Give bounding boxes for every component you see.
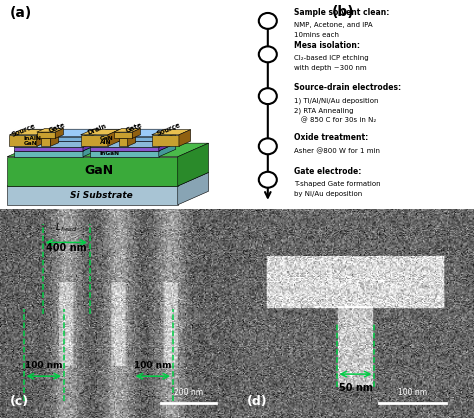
Polygon shape	[7, 143, 209, 157]
Polygon shape	[178, 143, 209, 186]
Text: $L_{head}$: $L_{head}$	[55, 222, 78, 234]
Polygon shape	[90, 151, 159, 157]
Polygon shape	[83, 143, 100, 157]
Text: InGaN: InGaN	[100, 151, 119, 156]
Text: Gate: Gate	[47, 121, 66, 134]
Polygon shape	[128, 135, 136, 146]
Polygon shape	[9, 130, 48, 135]
Polygon shape	[14, 140, 100, 147]
Circle shape	[259, 138, 277, 154]
Text: Asher @800 W for 1 min: Asher @800 W for 1 min	[294, 148, 380, 154]
Text: Si Substrate: Si Substrate	[70, 191, 133, 200]
Text: (d): (d)	[246, 395, 267, 408]
Text: Source-drain electrodes:: Source-drain electrodes:	[294, 83, 401, 92]
Text: T-shaped Gate formation: T-shaped Gate formation	[294, 181, 381, 187]
Text: Oxide treatment:: Oxide treatment:	[294, 133, 368, 142]
Polygon shape	[90, 147, 159, 151]
Circle shape	[259, 88, 277, 104]
Polygon shape	[179, 130, 191, 146]
Text: (a): (a)	[9, 6, 32, 20]
Text: Sample solvent clean:: Sample solvent clean:	[294, 8, 389, 17]
Polygon shape	[14, 147, 83, 151]
Polygon shape	[90, 129, 176, 137]
Text: Source: Source	[155, 122, 181, 137]
Polygon shape	[159, 129, 176, 141]
Polygon shape	[152, 130, 191, 135]
Polygon shape	[90, 140, 176, 147]
Polygon shape	[159, 143, 176, 157]
Text: Source: Source	[11, 123, 36, 138]
Polygon shape	[90, 141, 159, 147]
Text: 100 nm: 100 nm	[25, 361, 63, 370]
Polygon shape	[114, 132, 132, 138]
Polygon shape	[118, 138, 128, 146]
Polygon shape	[14, 133, 100, 141]
Polygon shape	[90, 137, 159, 141]
Text: Mesa isolation:: Mesa isolation:	[294, 41, 360, 50]
Circle shape	[259, 13, 277, 29]
Text: Gate: Gate	[125, 121, 143, 134]
Polygon shape	[55, 128, 64, 138]
Polygon shape	[14, 151, 83, 157]
Polygon shape	[7, 186, 178, 205]
Polygon shape	[7, 157, 178, 186]
Text: Drain: Drain	[87, 123, 108, 136]
Text: 2) RTA Annealing: 2) RTA Annealing	[294, 107, 354, 114]
Text: 10mins each: 10mins each	[294, 32, 339, 38]
Polygon shape	[41, 138, 50, 146]
Polygon shape	[83, 140, 100, 151]
Text: (b): (b)	[332, 5, 355, 19]
Polygon shape	[36, 132, 55, 138]
Polygon shape	[14, 137, 83, 141]
Polygon shape	[81, 135, 108, 146]
Polygon shape	[114, 128, 140, 132]
Polygon shape	[81, 130, 119, 135]
Polygon shape	[152, 135, 179, 146]
Circle shape	[259, 172, 277, 188]
Text: 200 nm: 200 nm	[174, 388, 203, 397]
Polygon shape	[41, 135, 59, 138]
Polygon shape	[36, 128, 64, 132]
Text: GaN: GaN	[84, 164, 113, 177]
Polygon shape	[90, 133, 176, 141]
Polygon shape	[108, 130, 119, 146]
Text: AlN: AlN	[100, 140, 111, 145]
Circle shape	[259, 46, 277, 62]
Polygon shape	[14, 129, 100, 137]
Text: with depth ~300 nm: with depth ~300 nm	[294, 66, 366, 71]
Text: Gate electrode:: Gate electrode:	[294, 166, 361, 176]
Polygon shape	[36, 130, 48, 146]
Polygon shape	[83, 133, 100, 147]
Text: 100 nm: 100 nm	[398, 388, 427, 397]
Polygon shape	[132, 128, 140, 138]
Text: Cl₂-based ICP etching: Cl₂-based ICP etching	[294, 56, 368, 61]
Polygon shape	[118, 135, 136, 138]
Polygon shape	[14, 141, 83, 147]
Text: GaN: GaN	[100, 136, 113, 141]
Polygon shape	[178, 173, 209, 205]
Text: 50 nm: 50 nm	[338, 383, 373, 393]
Polygon shape	[14, 143, 100, 151]
Text: 400 nm: 400 nm	[46, 243, 87, 253]
Text: GaN: GaN	[24, 141, 37, 146]
Polygon shape	[7, 173, 209, 186]
Polygon shape	[9, 135, 36, 146]
Text: NMP, Acetone, and IPA: NMP, Acetone, and IPA	[294, 22, 373, 28]
Text: 100 nm: 100 nm	[134, 361, 172, 370]
Text: 1) Ti/Al/Ni/Au deposition: 1) Ti/Al/Ni/Au deposition	[294, 97, 378, 104]
Polygon shape	[90, 143, 176, 151]
Text: by Ni/Au deposition: by Ni/Au deposition	[294, 191, 362, 197]
Polygon shape	[159, 140, 176, 151]
Polygon shape	[159, 133, 176, 147]
Text: InAlN: InAlN	[24, 136, 42, 141]
Text: @ 850 C for 30s in N₂: @ 850 C for 30s in N₂	[294, 117, 376, 124]
Polygon shape	[83, 129, 100, 141]
Text: (c): (c)	[9, 395, 28, 408]
Polygon shape	[50, 135, 59, 146]
